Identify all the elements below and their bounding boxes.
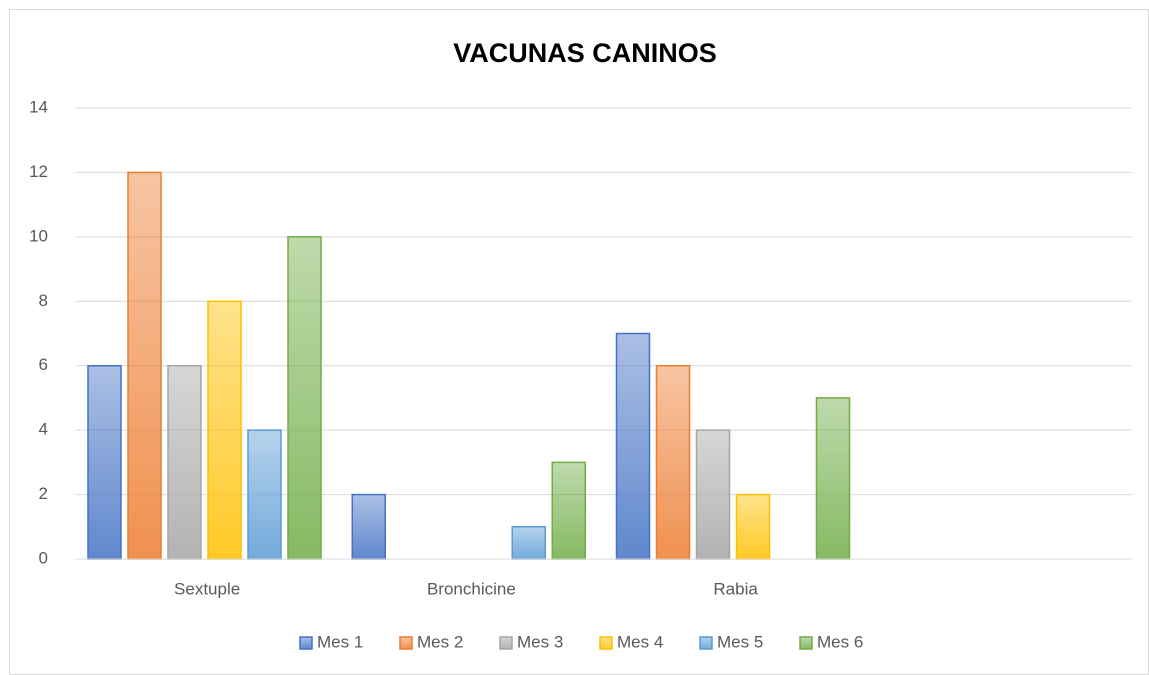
legend-swatch bbox=[699, 636, 713, 650]
bar bbox=[615, 332, 651, 560]
bar bbox=[207, 300, 242, 560]
bar bbox=[127, 171, 162, 560]
y-tick-label: 6 bbox=[39, 355, 48, 374]
bar bbox=[655, 364, 691, 560]
legend-swatch bbox=[499, 636, 513, 650]
x-tick-label: Bronchicine bbox=[427, 579, 516, 598]
bar bbox=[351, 493, 386, 560]
bar bbox=[167, 364, 202, 560]
y-tick-label: 10 bbox=[29, 226, 48, 245]
y-tick-label: 4 bbox=[39, 420, 48, 439]
bar bbox=[247, 429, 282, 560]
legend-swatch bbox=[599, 636, 613, 650]
y-tick-label: 2 bbox=[39, 484, 48, 503]
bar bbox=[287, 236, 322, 560]
legend-label: Mes 6 bbox=[817, 632, 863, 651]
y-tick-label: 12 bbox=[29, 162, 48, 181]
legend-swatch bbox=[799, 636, 813, 650]
y-tick-label: 14 bbox=[29, 97, 48, 116]
bar bbox=[511, 526, 546, 560]
legend-label: Mes 2 bbox=[417, 632, 463, 651]
bar bbox=[695, 429, 731, 560]
y-tick-label: 0 bbox=[39, 548, 48, 567]
chart-title: VACUNAS CANINOS bbox=[453, 38, 717, 68]
legend-label: Mes 3 bbox=[517, 632, 563, 651]
y-tick-label: 8 bbox=[39, 291, 48, 310]
bar bbox=[815, 397, 851, 560]
bar bbox=[87, 364, 122, 560]
legend-label: Mes 5 bbox=[717, 632, 763, 651]
legend-swatch bbox=[299, 636, 313, 650]
legend-label: Mes 4 bbox=[617, 632, 663, 651]
x-tick-label: Sextuple bbox=[174, 579, 240, 598]
legend-label: Mes 1 bbox=[317, 632, 363, 651]
x-tick-label: Rabia bbox=[713, 579, 758, 598]
chart-border bbox=[9, 9, 1149, 675]
bar bbox=[551, 461, 586, 560]
legend-swatch bbox=[399, 636, 413, 650]
bar bbox=[735, 493, 771, 560]
